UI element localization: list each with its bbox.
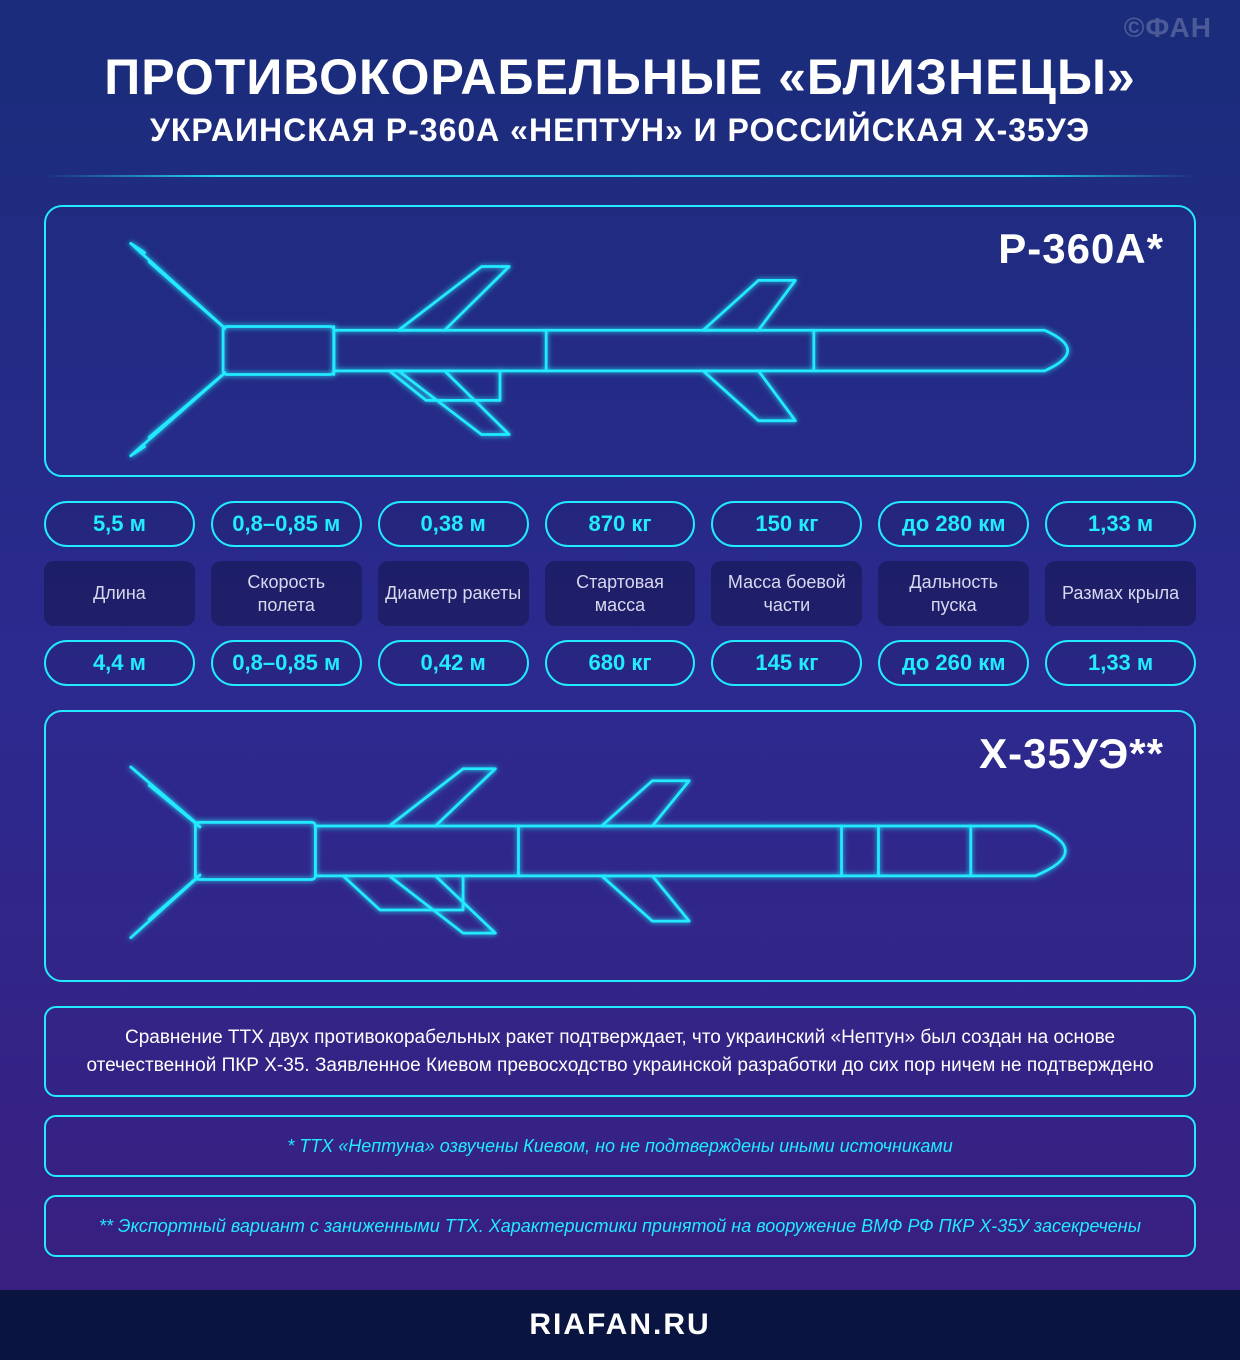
spec-bottom-3: 680 кг (545, 640, 696, 686)
spec-top-3: 870 кг (545, 501, 696, 547)
spec-label-6: Размах крыла (1045, 561, 1196, 626)
spec-label-row: ДлинаСкорость полетаДиаметр ракетыСтарто… (44, 561, 1196, 626)
missile-panel-bottom: Х-35УЭ** (44, 710, 1196, 982)
spec-bottom-4: 145 кг (711, 640, 862, 686)
spec-bottom-5: до 260 км (878, 640, 1029, 686)
spec-comparison: 5,5 м 0,8–0,85 м 0,38 м 870 кг 150 кг до 280 … (44, 501, 1196, 686)
missile-label-bottom: Х-35УЭ** (979, 730, 1164, 778)
divider (44, 175, 1196, 177)
spec-bottom-2: 0,42 м (378, 640, 529, 686)
missile-panel-top: Р-360А* (44, 205, 1196, 477)
spec-top-0: 5,5 м (44, 501, 195, 547)
spec-top-6: 1,33 м (1045, 501, 1196, 547)
missile-label-top: Р-360А* (998, 225, 1164, 273)
spec-label-5: Дальность пуска (878, 561, 1029, 626)
spec-label-4: Масса боевой части (711, 561, 862, 626)
infographic: ПРОТИВОКОРАБЕЛЬНЫЕ «БЛИЗНЕЦЫ» УКРАИНСКАЯ… (0, 0, 1240, 1257)
spec-row-top: 5,5 м 0,8–0,85 м 0,38 м 870 кг 150 кг до 280 … (44, 501, 1196, 547)
note-main: Сравнение ТТХ двух противокорабельных ра… (44, 1006, 1196, 1097)
note-footnote-2: ** Экспортный вариант с заниженными ТТХ.… (44, 1195, 1196, 1257)
note-footnote-1: * ТТХ «Нептуна» озвучены Киевом, но не п… (44, 1115, 1196, 1177)
page-title: ПРОТИВОКОРАБЕЛЬНЫЕ «БЛИЗНЕЦЫ» (44, 48, 1196, 106)
spec-row-bottom: 4,4 м 0,8–0,85 м 0,42 м 680 кг 145 кг до 260 … (44, 640, 1196, 686)
spec-bottom-1: 0,8–0,85 м (211, 640, 362, 686)
spec-label-0: Длина (44, 561, 195, 626)
spec-top-5: до 280 км (878, 501, 1029, 547)
page-subtitle: УКРАИНСКАЯ Р-360А «НЕПТУН» И РОССИЙСКАЯ … (44, 112, 1196, 149)
watermark: ©ФАН (1124, 12, 1212, 44)
spec-top-4: 150 кг (711, 501, 862, 547)
spec-label-2: Диаметр ракеты (378, 561, 529, 626)
spec-label-1: Скорость полета (211, 561, 362, 626)
spec-bottom-0: 4,4 м (44, 640, 195, 686)
spec-top-2: 0,38 м (378, 501, 529, 547)
spec-label-3: Стартовая масса (545, 561, 696, 626)
footer: RIAFAN.RU (0, 1290, 1240, 1360)
spec-bottom-6: 1,33 м (1045, 640, 1196, 686)
spec-top-1: 0,8–0,85 м (211, 501, 362, 547)
